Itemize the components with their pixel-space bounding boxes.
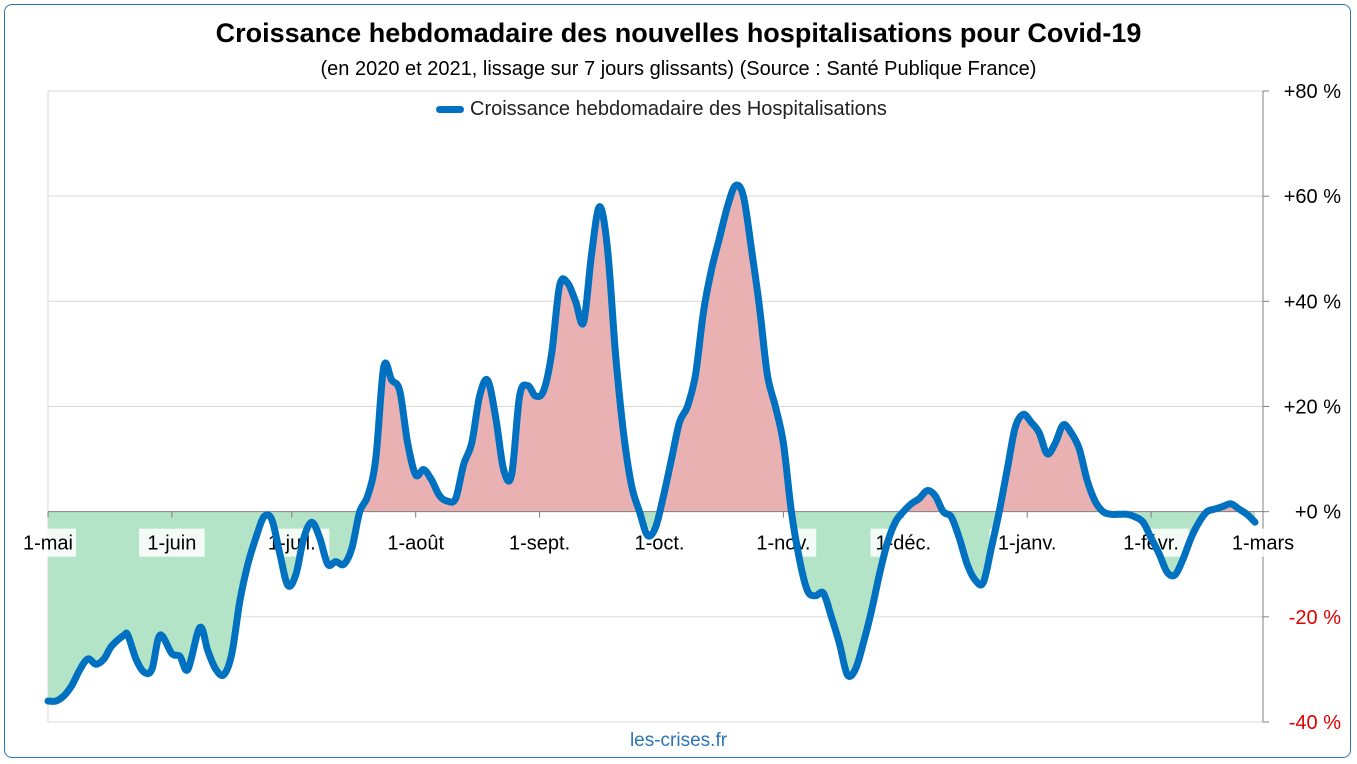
- x-tick-label-bg: [20, 528, 76, 557]
- y-tick-label: +60 %: [1284, 186, 1341, 208]
- x-tick-label-bg: [1230, 528, 1296, 557]
- x-tick-label: 1-mai: [23, 533, 73, 555]
- x-tick-label-bg: [750, 528, 817, 557]
- x-tick-label: 1-août: [387, 533, 444, 555]
- y-tick-label: -20 %: [1289, 607, 1341, 629]
- series-line-hospitalisations: [44, 181, 1259, 705]
- y-tick-label: +20 %: [1284, 397, 1341, 419]
- x-tick-label-bg: [501, 528, 578, 557]
- x-tick-label-bg: [139, 528, 205, 557]
- x-tick-label: 1-mars: [1232, 533, 1294, 555]
- chart-legend: Croissance hebdomadaire des Hospitalisat…: [436, 98, 887, 121]
- y-tick-label: +40 %: [1284, 291, 1341, 313]
- x-tick-label-bg: [382, 528, 449, 557]
- chart-frame: [4, 4, 1351, 758]
- x-tick-label: 1-janv.: [998, 533, 1057, 555]
- chart-title: Croissance hebdomadaire des nouvelles ho…: [215, 18, 1142, 48]
- y-tick-label: -40 %: [1289, 712, 1341, 734]
- x-tick-label-bg: [989, 528, 1065, 557]
- footer-source: les-crises.fr: [629, 730, 728, 751]
- y-tick-label: +80 %: [1284, 81, 1341, 103]
- y-tick-label: +0 %: [1295, 502, 1341, 524]
- positive-growth-area: [359, 185, 1244, 512]
- legend-label: Croissance hebdomadaire des Hospitalisat…: [470, 98, 887, 120]
- legend-line-swatch: [436, 106, 464, 113]
- x-tick-label: 1-oct.: [634, 533, 684, 555]
- x-tick-label: 1-sept.: [509, 533, 570, 555]
- x-tick-label-bg: [626, 528, 693, 557]
- x-tick-label: 1-nov.: [756, 533, 810, 555]
- chart-subtitle: (en 2020 et 2021, lissage sur 7 jours gl…: [320, 58, 1037, 80]
- x-tick-label: 1-juin: [147, 533, 196, 555]
